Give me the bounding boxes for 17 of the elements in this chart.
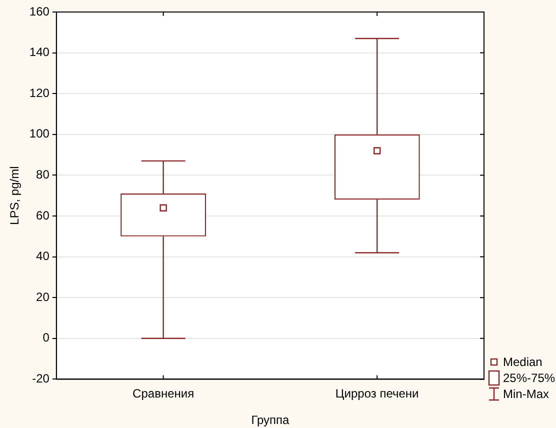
y-tick-label: 100 xyxy=(29,126,50,141)
y-tick-label: 120 xyxy=(29,86,50,100)
y-tick-label: -20 xyxy=(32,372,50,386)
y-tick-label: 20 xyxy=(36,290,50,304)
text: Median xyxy=(503,354,542,370)
y-tick-label: 80 xyxy=(36,168,50,182)
y-axis-title: LPS, pg/ml xyxy=(8,166,22,225)
x-tick-label: Сравнения xyxy=(132,386,194,401)
x-tick-label: Цирроз печени xyxy=(335,386,419,401)
y-tick-label: 160 xyxy=(29,4,50,18)
text: 25%-75% xyxy=(503,370,556,386)
x-axis-title: Группа xyxy=(251,413,290,428)
y-tick-label: 0 xyxy=(42,330,50,345)
y-tick-label: 60 xyxy=(36,208,50,222)
y-tick-label: 40 xyxy=(36,249,50,264)
text: Min-Max xyxy=(503,386,550,402)
y-tick-label: 140 xyxy=(29,45,50,60)
